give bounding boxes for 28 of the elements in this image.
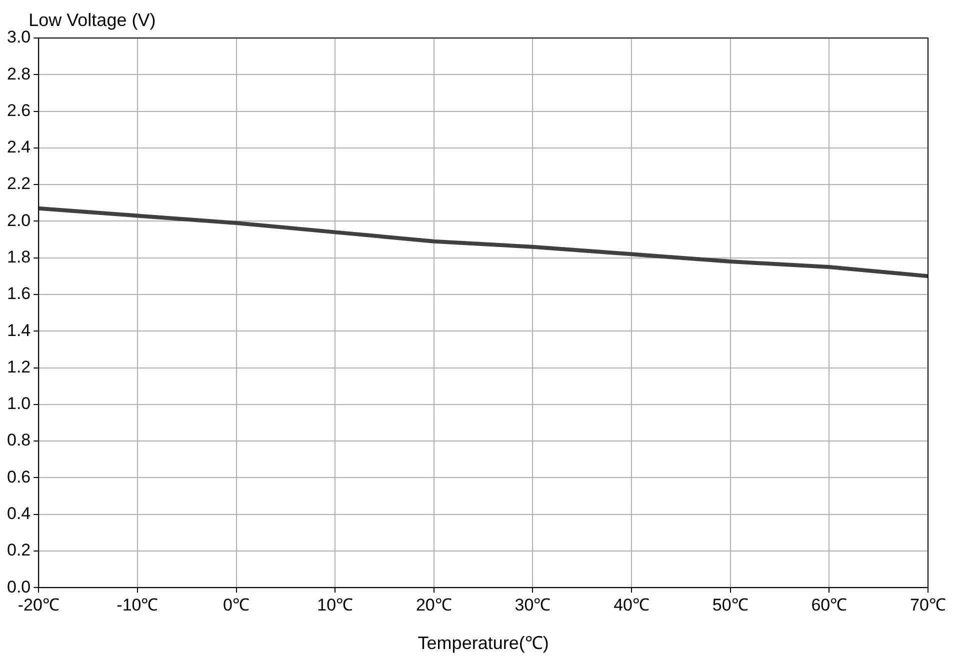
x-tick-label: 70℃ bbox=[910, 595, 946, 614]
y-tick-label: 2.6 bbox=[6, 100, 31, 120]
x-tick-label: 30℃ bbox=[514, 595, 551, 614]
y-axis-title: Low Voltage (V) bbox=[28, 10, 156, 30]
y-tick-label: 3.0 bbox=[6, 28, 31, 47]
y-tick-label: 2.2 bbox=[6, 174, 31, 194]
y-tick-label: 2.8 bbox=[6, 64, 31, 84]
y-tick-label: 1.4 bbox=[6, 320, 31, 340]
y-tick-label: 1.2 bbox=[6, 357, 31, 376]
x-tick-label: 40℃ bbox=[614, 595, 650, 614]
y-tick-label: 1.0 bbox=[6, 394, 31, 414]
x-tick-label: 60℃ bbox=[811, 595, 848, 614]
y-tick-label: 0.0 bbox=[6, 577, 31, 596]
y-tick-label: 1.6 bbox=[6, 284, 31, 304]
y-tick-label: 2.4 bbox=[6, 138, 31, 157]
y-tick-label: 0.6 bbox=[6, 467, 31, 486]
x-tick-label: -20℃ bbox=[18, 595, 60, 614]
x-tick-label: 20℃ bbox=[416, 595, 452, 614]
x-axis-title: Temperature(℃) bbox=[418, 632, 549, 653]
y-tick-label: 0.8 bbox=[6, 430, 31, 450]
x-tick-label: 0℃ bbox=[223, 595, 250, 614]
x-tick-label: 50℃ bbox=[712, 595, 748, 614]
y-tick-label: 1.8 bbox=[6, 248, 31, 267]
x-tick-label: 10℃ bbox=[317, 595, 354, 614]
y-tick-label: 2.0 bbox=[6, 210, 31, 230]
y-tick-label: 0.2 bbox=[6, 540, 31, 560]
y-tick-label: 0.4 bbox=[6, 504, 31, 524]
x-tick-label: -10℃ bbox=[116, 595, 158, 614]
